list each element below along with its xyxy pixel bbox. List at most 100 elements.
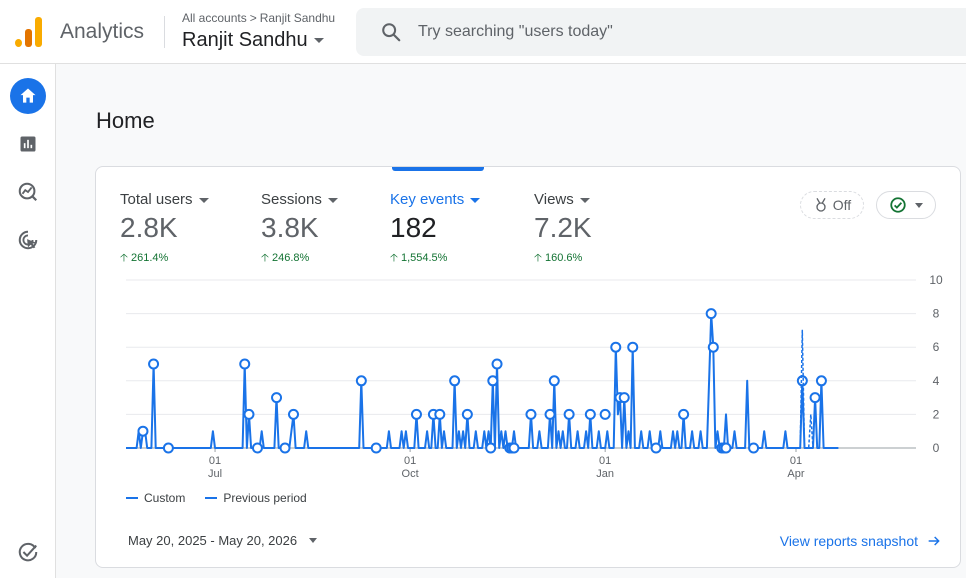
y-tick-label: 0 <box>933 441 940 455</box>
data-point <box>434 408 446 420</box>
data-point <box>618 392 630 404</box>
advertising-icon <box>18 230 38 250</box>
data-point <box>271 392 283 404</box>
account-selector[interactable]: Ranjit Sandhu <box>182 29 324 52</box>
active-tab-indicator <box>392 167 484 171</box>
breadcrumb-root[interactable]: All accounts <box>182 11 247 25</box>
data-point <box>279 442 291 454</box>
account-name: Ranjit Sandhu <box>182 29 308 51</box>
arrow-up-icon: 🡡 <box>534 252 542 264</box>
search-icon <box>382 23 401 42</box>
data-point <box>162 442 174 454</box>
view-reports-snapshot-link[interactable]: View reports snapshot <box>780 533 942 549</box>
breadcrumb[interactable]: All accounts > Ranjit Sandhu <box>182 11 335 25</box>
data-point <box>627 341 639 353</box>
data-point <box>239 358 251 370</box>
bar-chart-icon <box>20 136 36 152</box>
overview-card: Total users 2.8K 🡡 261.4% Sessions 3.8K … <box>95 166 961 568</box>
nav-advertising[interactable] <box>10 222 46 258</box>
data-point <box>650 442 662 454</box>
metric-value: 182 <box>390 212 437 243</box>
x-tick-label: 01 <box>599 455 611 467</box>
app-name: Analytics <box>60 20 145 43</box>
search-input[interactable] <box>418 18 938 46</box>
x-tick-sublabel: Oct <box>402 468 419 480</box>
data-point <box>449 375 461 387</box>
caret-down-icon <box>313 38 324 44</box>
metric-value: 7.2K <box>534 212 592 243</box>
data-point <box>148 358 160 370</box>
metric-views[interactable]: Views 7.2K 🡡 160.6% <box>534 191 592 268</box>
chart-legend: Custom Previous period <box>126 491 307 505</box>
series-line-previous-period <box>799 329 814 449</box>
arrow-right-icon <box>928 536 940 546</box>
data-point <box>491 358 503 370</box>
data-point <box>355 375 367 387</box>
page-title: Home <box>96 108 155 133</box>
metric-change: 🡡 261.4% <box>120 252 169 264</box>
y-tick-label: 8 <box>933 307 940 321</box>
nav-configure[interactable] <box>10 534 46 570</box>
metric-change: 🡡 160.6% <box>534 252 583 264</box>
caret-down-icon[interactable] <box>579 197 590 203</box>
metric-sessions[interactable]: Sessions 3.8K 🡡 246.8% <box>261 191 338 268</box>
date-range-selector[interactable]: May 20, 2025 - May 20, 2026 <box>128 533 318 548</box>
metric-label: Sessions <box>261 191 322 208</box>
off-label: Off <box>832 197 852 213</box>
data-point <box>137 425 149 437</box>
data-point <box>610 341 622 353</box>
metric-key-events[interactable]: Key events 182 🡡 1,554.5% <box>390 191 481 268</box>
data-point <box>584 408 596 420</box>
header-divider <box>164 16 165 48</box>
data-point <box>705 308 717 320</box>
legend-label: Previous period <box>223 491 307 505</box>
data-point <box>243 408 255 420</box>
search-bar[interactable] <box>356 8 966 56</box>
home-icon <box>20 88 36 103</box>
breadcrumb-account[interactable]: Ranjit Sandhu <box>259 11 336 25</box>
data-point <box>544 408 556 420</box>
x-tick-label: 01 <box>404 455 416 467</box>
metric-change: 🡡 246.8% <box>261 252 310 264</box>
analytics-logo-icon[interactable] <box>15 17 43 47</box>
x-tick-sublabel: Apr <box>787 468 804 480</box>
nav-home[interactable] <box>10 78 46 114</box>
data-point <box>809 392 821 404</box>
arrow-up-icon: 🡡 <box>390 252 398 264</box>
status-dropdown[interactable] <box>876 191 936 219</box>
breadcrumb-separator: > <box>249 11 257 25</box>
nav-reports[interactable] <box>10 126 46 162</box>
data-point <box>525 408 537 420</box>
x-tick-sublabel: Jul <box>208 468 222 480</box>
arrow-up-icon: 🡡 <box>261 252 269 264</box>
data-point <box>748 442 760 454</box>
metric-total-users[interactable]: Total users 2.8K 🡡 261.4% <box>120 191 209 268</box>
data-point <box>461 408 473 420</box>
data-point <box>599 408 611 420</box>
caret-down-icon[interactable] <box>327 197 338 203</box>
view-link-label: View reports snapshot <box>779 533 918 549</box>
metric-label: Key events <box>390 191 465 208</box>
series-line-custom <box>126 312 839 449</box>
x-tick-label: 01 <box>209 455 221 467</box>
data-point <box>678 408 690 420</box>
caret-down-icon <box>915 202 923 208</box>
data-point <box>370 442 382 454</box>
data-point <box>485 442 497 454</box>
x-tick-sublabel: Jan <box>596 468 614 480</box>
dashed-line-swatch <box>205 497 218 499</box>
data-point <box>410 408 422 420</box>
caret-down-icon <box>309 538 318 543</box>
caret-down-icon[interactable] <box>470 197 481 203</box>
caret-down-icon[interactable] <box>198 197 209 203</box>
top-bar: Analytics All accounts > Ranjit Sandhu Ran… <box>0 0 966 64</box>
y-tick-label: 4 <box>933 374 940 388</box>
data-point <box>548 375 560 387</box>
legend-label: Custom <box>144 491 186 505</box>
y-tick-label: 2 <box>933 407 940 421</box>
nav-explore[interactable] <box>10 174 46 210</box>
legend-item-previous: Previous period <box>205 491 307 505</box>
insights-off-button[interactable]: Off <box>800 191 864 219</box>
data-point <box>287 408 299 420</box>
arrow-up-icon: 🡡 <box>120 252 128 264</box>
